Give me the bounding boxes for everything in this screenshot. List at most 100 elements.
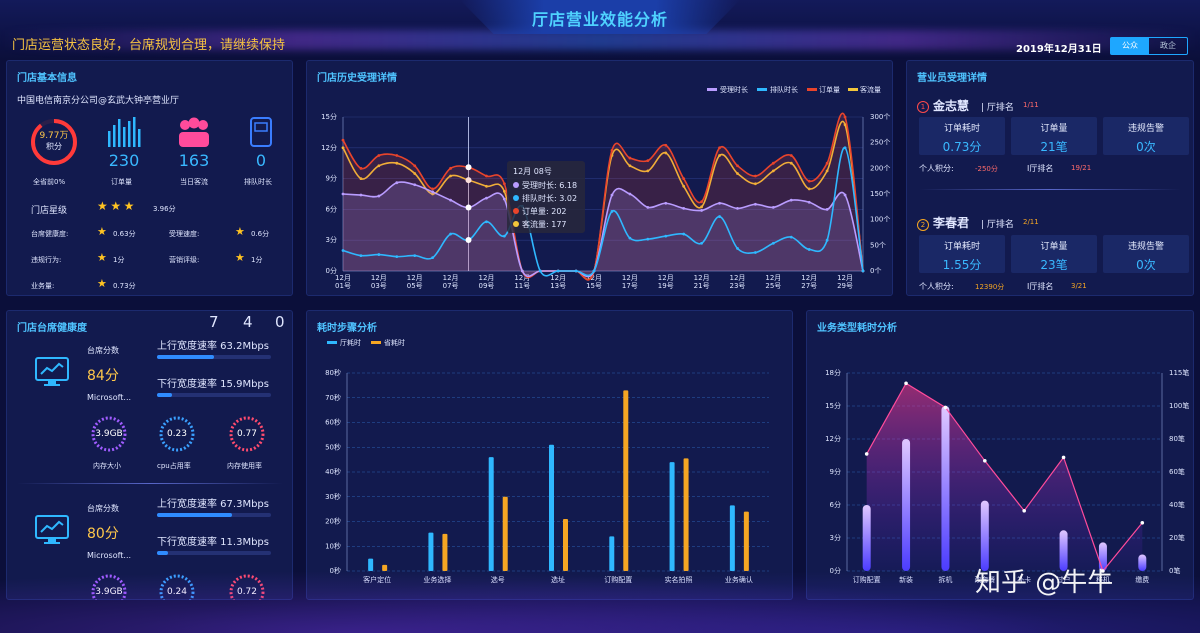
data-point bbox=[736, 247, 739, 250]
y-right-tick-label: 80笔 bbox=[1169, 434, 1185, 443]
metric-value: 0.6分 bbox=[251, 230, 270, 238]
data-point bbox=[465, 177, 472, 184]
orders-label: 订单量 bbox=[111, 178, 132, 186]
bar bbox=[1059, 530, 1068, 571]
data-point bbox=[807, 200, 811, 204]
cpu-label: cpu占用率 bbox=[157, 462, 191, 470]
up-rate-bar bbox=[157, 513, 271, 517]
legend-item[interactable]: 订单量 bbox=[819, 86, 840, 94]
star-icon: ★ bbox=[110, 199, 122, 213]
data-point bbox=[359, 254, 363, 257]
points-value: -250分 bbox=[975, 165, 998, 173]
data-point bbox=[664, 234, 668, 238]
data-point bbox=[341, 138, 345, 142]
x-tick-label: 过户 bbox=[1057, 575, 1071, 584]
y-right-tick-label: 150个 bbox=[870, 190, 890, 198]
x-tick-label: 12月 bbox=[550, 274, 566, 282]
data-point bbox=[807, 179, 811, 183]
series-area bbox=[343, 113, 863, 280]
tooltip-dot bbox=[513, 182, 519, 188]
data-point bbox=[449, 166, 452, 170]
biz-type-chart: 0分 3分 6分 9分 12分 15分 18分 0笔 20笔 40笔 60笔 80笔 100笔 115笔订… bbox=[825, 368, 1189, 584]
points-label: 个人积分: bbox=[919, 282, 954, 291]
x-tick-label: 业务确认 bbox=[725, 575, 753, 584]
score-value: 9.77万 bbox=[39, 131, 69, 141]
data-point bbox=[700, 205, 704, 209]
switch-enterprise-button[interactable]: 政企 bbox=[1160, 41, 1176, 50]
data-point bbox=[825, 208, 829, 211]
x-tick-label: 19号 bbox=[658, 282, 674, 290]
clerk-metric-card: 违规告警 0次 bbox=[1103, 235, 1189, 273]
data-point bbox=[413, 172, 417, 175]
hall-rank-label: | 厅排名 bbox=[981, 220, 1014, 230]
data-point bbox=[485, 196, 488, 200]
series-area bbox=[343, 182, 863, 277]
x-tick-label: 07号 bbox=[443, 282, 459, 290]
card-value: 0次 bbox=[1136, 258, 1156, 272]
cpu-value: 0.23 bbox=[166, 429, 188, 439]
data-point bbox=[628, 156, 632, 160]
legend-item[interactable]: 排队时长 bbox=[770, 86, 798, 94]
desk-health-panel: 门店台席健康度 7 4 0 台席分数 84分 Microsoft... 上行宽度… bbox=[6, 310, 293, 600]
card-value: 0次 bbox=[1136, 140, 1156, 154]
data-point bbox=[465, 164, 472, 171]
date-label: 2019年12月31日 bbox=[1016, 44, 1102, 55]
data-point bbox=[825, 161, 829, 165]
data-point bbox=[592, 269, 596, 273]
y-right-tick-label: 0笔 bbox=[1169, 566, 1180, 575]
metric-value: 0.73分 bbox=[113, 282, 136, 290]
x-tick-label: 03号 bbox=[371, 282, 387, 290]
data-point bbox=[413, 164, 417, 168]
x-tick-label: 缴费 bbox=[1135, 575, 1149, 584]
x-tick-label: 客户定位 bbox=[363, 575, 391, 584]
y-right-tick-label: 115笔 bbox=[1169, 368, 1189, 377]
data-point bbox=[413, 254, 417, 257]
data-point bbox=[359, 166, 363, 170]
legend-item[interactable]: 受理时长 bbox=[720, 86, 748, 94]
data-point bbox=[736, 172, 739, 175]
data-point bbox=[771, 161, 775, 165]
rank-badge: 2 bbox=[917, 219, 929, 231]
desk-score-label: 台席分数 bbox=[87, 346, 119, 355]
legend-item[interactable]: 客流量 bbox=[860, 86, 881, 94]
memory-usage-value: 0.77 bbox=[236, 429, 258, 439]
store-info-panel: 门店基本信息 中国电信南京分公司@玄武大钟亭营业厅 9.77万 积分 全省前0%… bbox=[6, 60, 293, 296]
clerks-panel: 营业员受理详情 1 金志慧 | 厅排名 1/11 订单耗时 0.73分 订单量 … bbox=[906, 60, 1194, 296]
panel-title: 门店基本信息 bbox=[17, 73, 77, 84]
tooltip-row: 订单量: 202 bbox=[522, 207, 567, 216]
x-tick-label: 25号 bbox=[765, 282, 781, 290]
bar bbox=[382, 564, 388, 571]
memory-ring bbox=[91, 574, 127, 600]
x-tick-label: 12月 bbox=[801, 274, 817, 282]
rank-value: 19/21 bbox=[1071, 164, 1092, 172]
bar bbox=[428, 532, 434, 571]
y-tick-label: 30秒 bbox=[325, 492, 341, 501]
bar bbox=[941, 406, 950, 571]
bar bbox=[609, 536, 615, 571]
data-point bbox=[377, 194, 381, 198]
tooltip-dot bbox=[513, 221, 519, 227]
desk-os: Microsoft... bbox=[87, 393, 132, 402]
x-tick-label: 21号 bbox=[694, 282, 710, 290]
switch-public-button[interactable]: 公众 bbox=[1111, 38, 1149, 54]
data-point bbox=[359, 193, 363, 197]
queue-value: 0 bbox=[255, 151, 267, 170]
card-value: 1.55分 bbox=[942, 258, 982, 272]
y-right-tick-label: 50个 bbox=[870, 241, 886, 249]
data-point bbox=[807, 248, 811, 251]
bar bbox=[488, 457, 494, 571]
down-rate-bar bbox=[157, 393, 271, 397]
y-left-tick-label: 9分 bbox=[326, 174, 337, 183]
y-right-tick-label: 0个 bbox=[870, 267, 881, 275]
data-point bbox=[341, 146, 345, 150]
x-tick-label: 23号 bbox=[730, 282, 746, 290]
clerk-metric-card: 订单耗时 0.73分 bbox=[919, 117, 1005, 155]
watermark: 知乎 @牛牛 bbox=[975, 568, 1114, 598]
queue-label: 排队时长 bbox=[244, 178, 272, 186]
bar bbox=[683, 458, 689, 571]
data-point bbox=[628, 164, 632, 168]
card-value: 21笔 bbox=[1040, 140, 1068, 154]
data-point bbox=[395, 161, 399, 165]
data-point bbox=[843, 193, 847, 197]
data-point bbox=[771, 169, 775, 173]
